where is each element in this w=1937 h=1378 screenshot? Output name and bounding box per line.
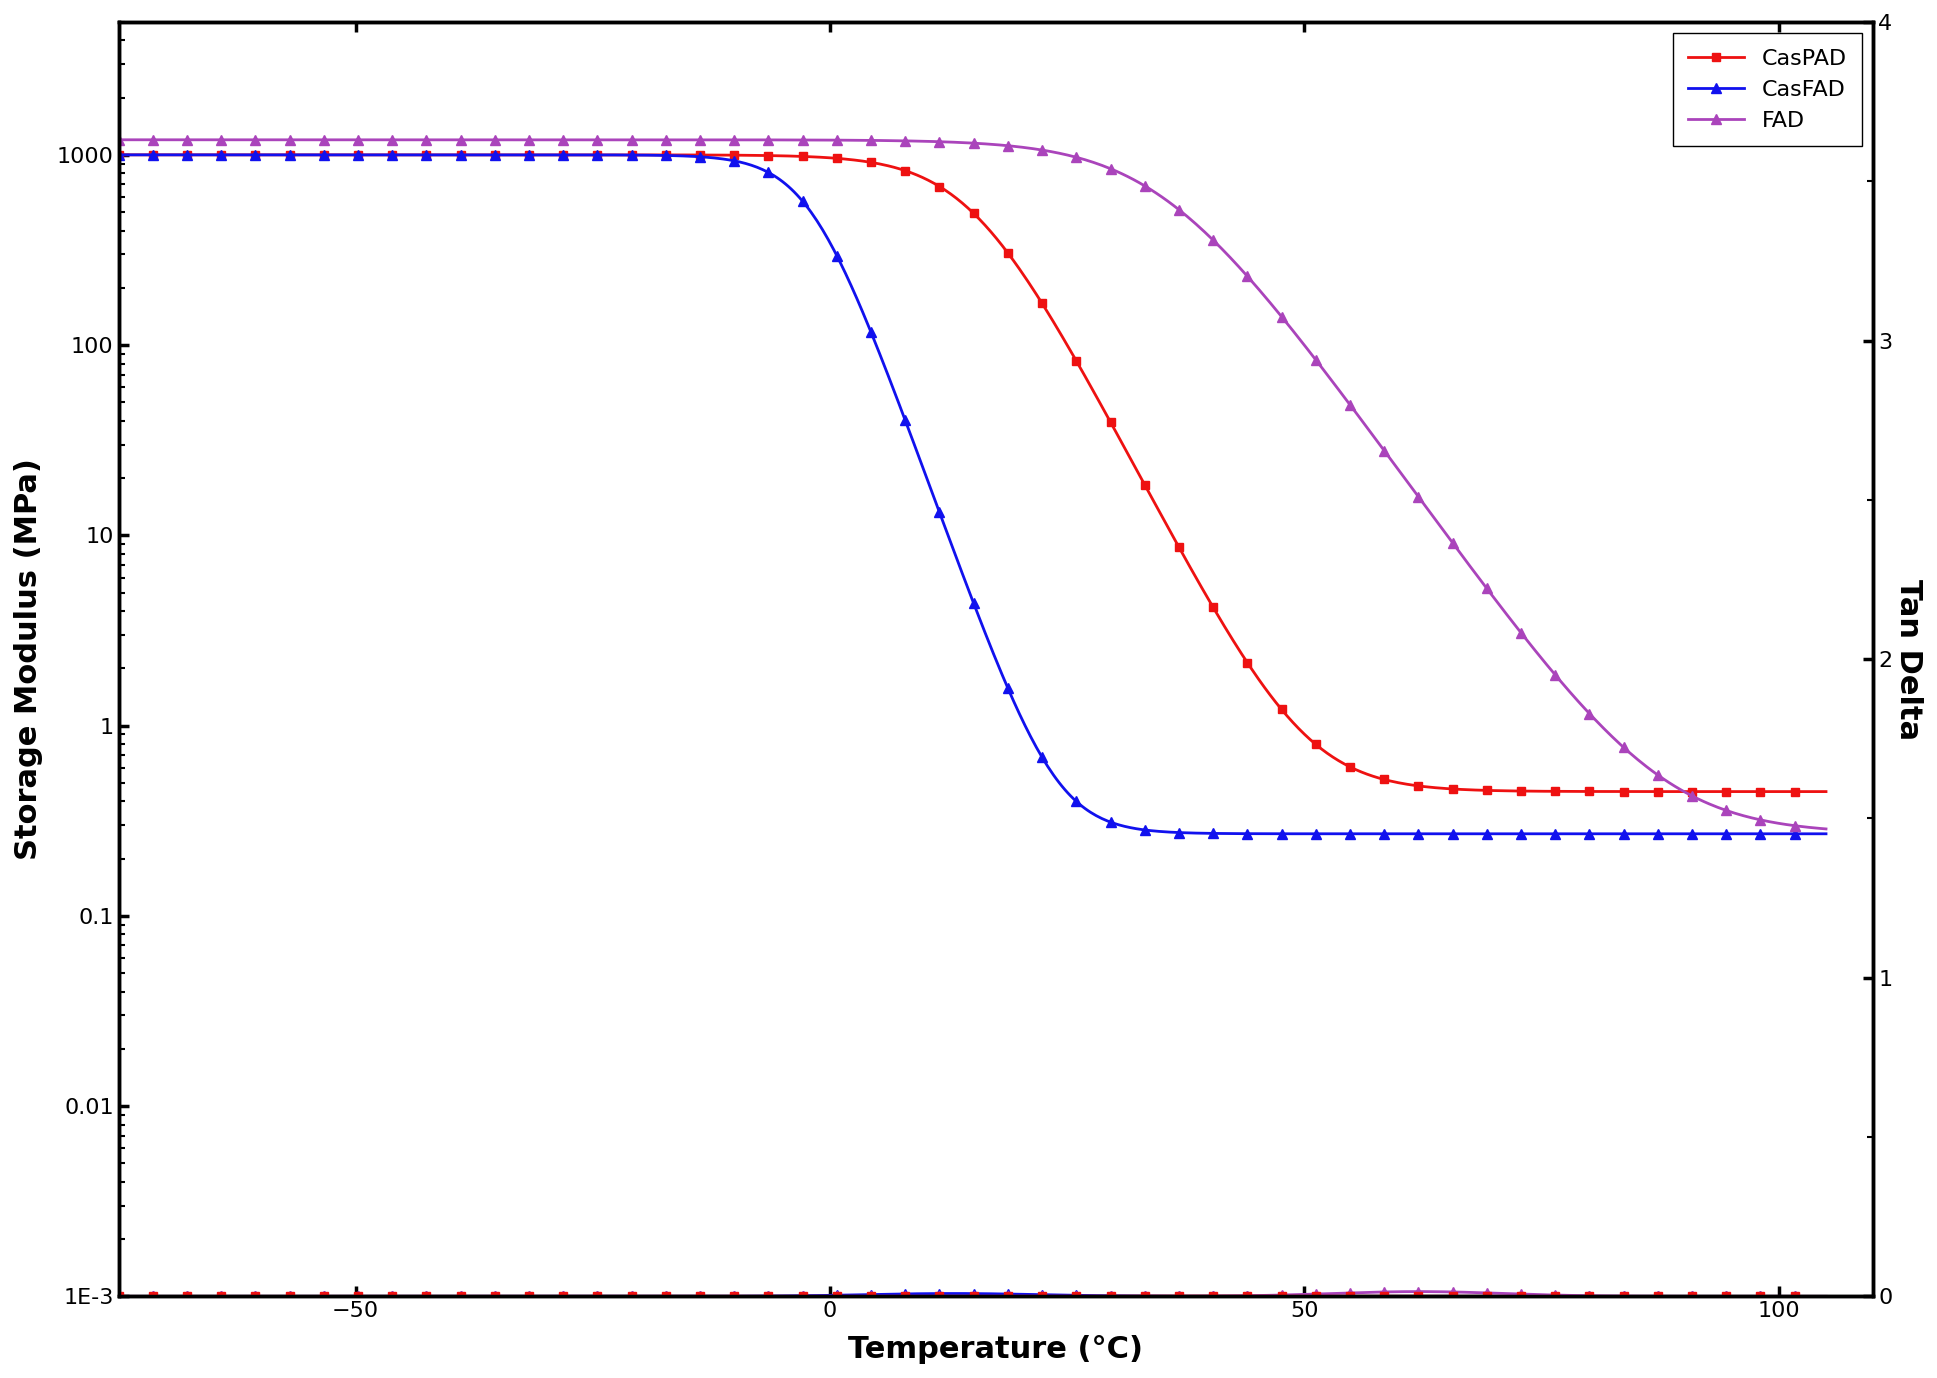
Legend: CasPAD, CasFAD, FAD: CasPAD, CasFAD, FAD [1674,33,1861,146]
CasPAD [1393,776,1416,792]
Y-axis label: Storage Modulus (MPa): Storage Modulus (MPa) [14,459,43,860]
FAD [879,132,903,149]
FAD [409,131,432,147]
CasFAD [1393,825,1416,842]
CasFAD [546,146,569,163]
Line: CasFAD: CasFAD [114,150,1830,839]
CasPAD [1114,440,1137,456]
FAD [107,131,130,147]
Y-axis label: Tan Delta: Tan Delta [1894,579,1923,740]
FAD [1247,281,1271,298]
FAD [1114,167,1137,183]
CasFAD [1247,825,1271,842]
Line: CasPAD: CasPAD [114,150,1830,795]
CasPAD [409,146,432,163]
CasFAD [409,146,432,163]
CasFAD [107,146,130,163]
CasPAD [546,146,569,163]
X-axis label: Temperature (°C): Temperature (°C) [848,1335,1143,1364]
FAD [1815,821,1838,838]
FAD [1393,470,1416,486]
CasFAD [879,375,903,391]
CasPAD [879,158,903,175]
CasFAD [1114,819,1137,835]
CasPAD [1815,783,1838,799]
CasPAD [107,146,130,163]
Line: FAD: FAD [114,135,1830,834]
CasFAD [1815,825,1838,842]
FAD [546,131,569,147]
CasPAD [1247,671,1271,688]
